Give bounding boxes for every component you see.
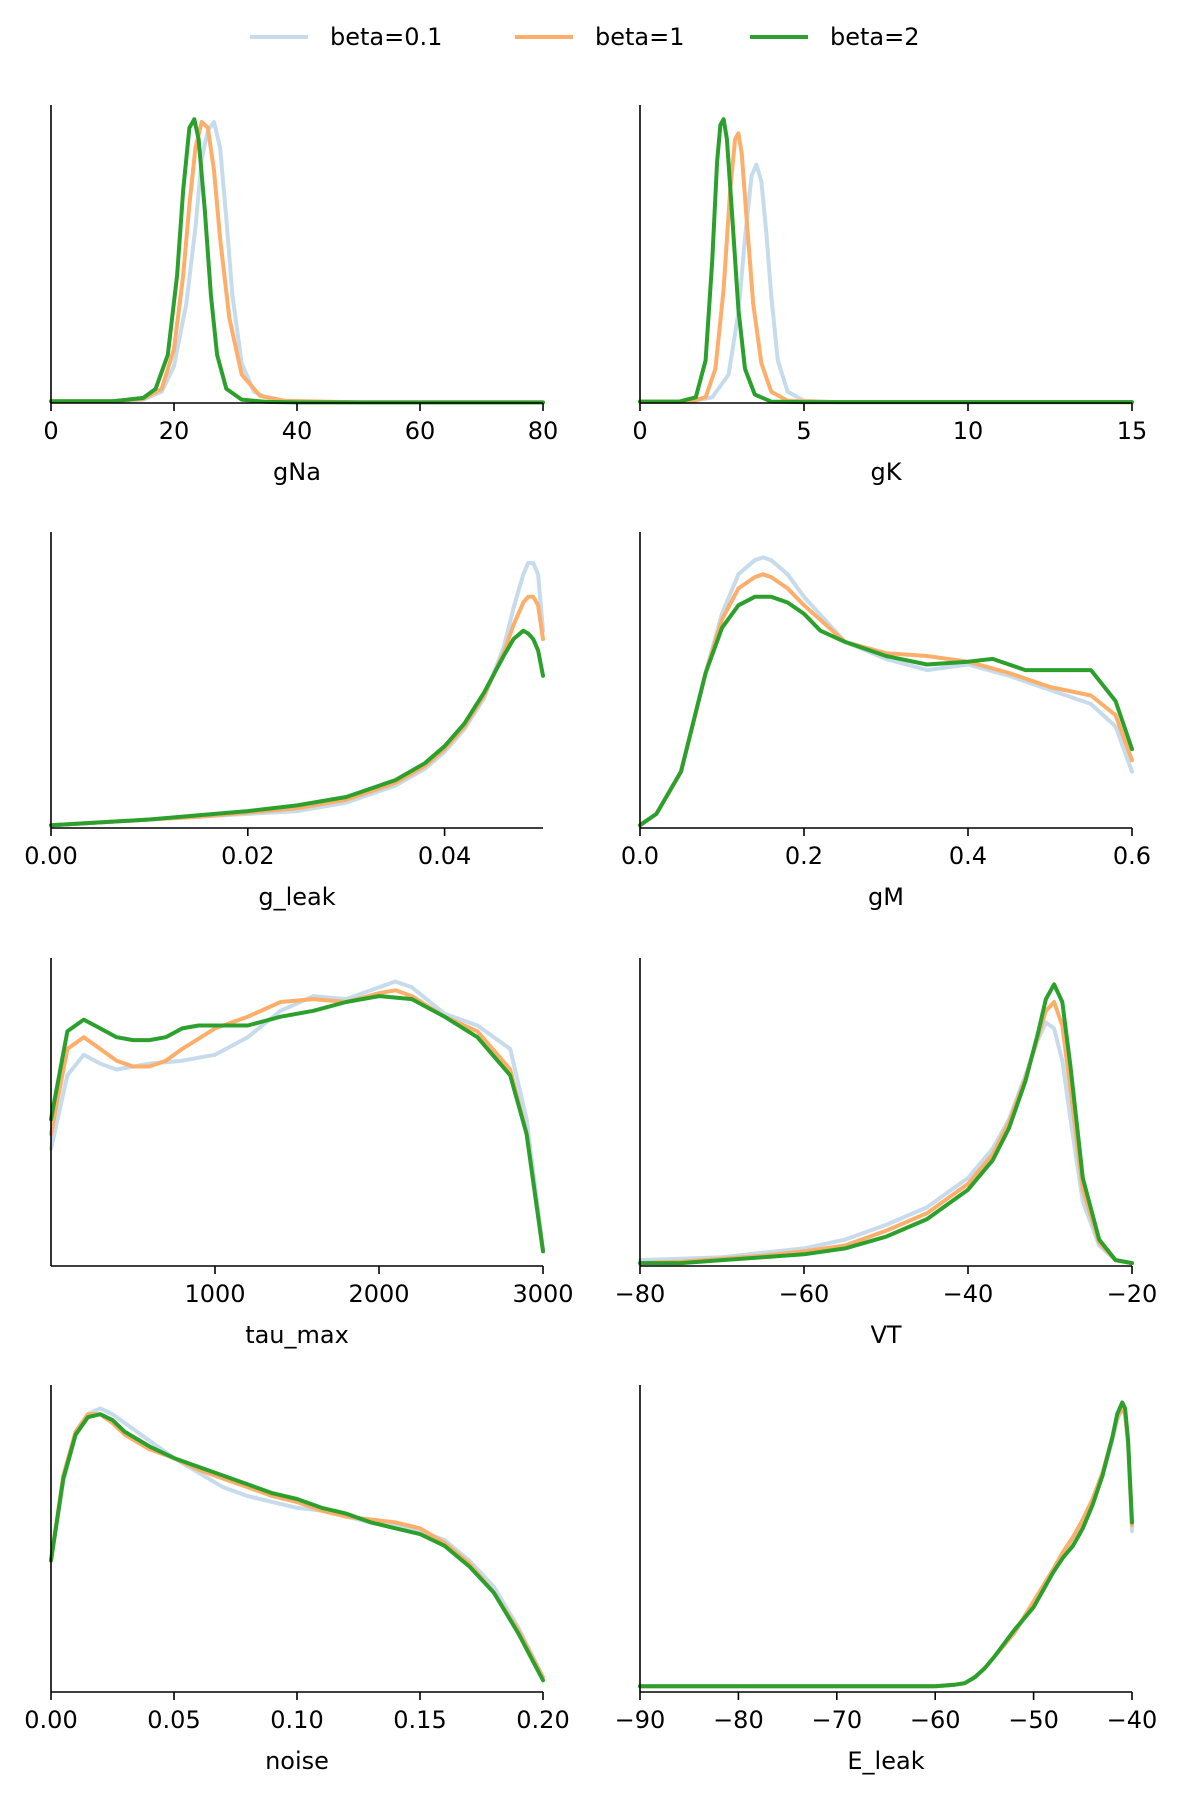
series-line-beta-0-1 <box>638 1406 1134 1689</box>
series-line-beta-2 <box>638 982 1134 1266</box>
x-tick-label: 0.04 <box>418 842 471 870</box>
x-tick-label: 0.0 <box>621 842 659 870</box>
x-tick-label: 10 <box>953 417 984 445</box>
series-line-beta-0-1 <box>638 162 1134 405</box>
x-tick-label: −80 <box>615 1280 666 1308</box>
x-tick-label: −60 <box>910 1706 961 1734</box>
x-tick-label: 0.10 <box>270 1706 323 1734</box>
x-tick-label: 80 <box>528 417 559 445</box>
series-line-beta-2 <box>638 1400 1134 1689</box>
x-axis-label: g_leak <box>258 883 335 911</box>
x-tick-label: 40 <box>282 417 313 445</box>
panel-tau-max: 1000 2000 3000 tau_max <box>49 958 574 1349</box>
x-tick-label: 20 <box>159 417 190 445</box>
x-tick-label: 0 <box>632 417 647 445</box>
series-line-beta-2 <box>638 594 1134 828</box>
panel-gm: 0.0 0.2 0.4 0.6 gM <box>621 532 1151 911</box>
series-line-beta-0-1 <box>638 1020 1134 1266</box>
x-tick-label: −50 <box>1008 1706 1059 1734</box>
x-tick-label: 0.05 <box>147 1706 200 1734</box>
panel-gk: 0 5 10 15 gK <box>632 105 1147 486</box>
panel-e-leak: −90 −80 −70 −60 −50 −40 E_leak <box>615 1385 1158 1775</box>
legend-label-beta-0-1: beta=0.1 <box>330 23 442 51</box>
x-tick-label: 15 <box>1117 417 1148 445</box>
x-tick-label: 0.4 <box>949 842 987 870</box>
x-tick-label: 3000 <box>512 1280 573 1308</box>
series-line-beta-1 <box>49 988 545 1254</box>
x-axis-label: VT <box>870 1321 901 1349</box>
x-axis-label: gM <box>868 883 904 911</box>
series-line-beta-1 <box>49 1412 545 1680</box>
panel-noise: 0.00 0.05 0.10 0.15 0.20 noise <box>24 1385 570 1775</box>
series-line-beta-1 <box>638 131 1134 405</box>
x-tick-label: −60 <box>779 1280 830 1308</box>
series-line-beta-1 <box>49 120 545 405</box>
series-line-beta-2 <box>49 994 545 1254</box>
x-tick-label: −40 <box>943 1280 994 1308</box>
series-line-beta-1 <box>638 1406 1134 1689</box>
x-axis-label: gK <box>871 458 903 486</box>
series-line-beta-2 <box>49 1412 545 1683</box>
legend: beta=0.1 beta=1 beta=2 <box>250 23 920 51</box>
x-tick-label: −40 <box>1107 1706 1158 1734</box>
series-line-beta-0-1 <box>49 1406 545 1680</box>
x-axis-label: gNa <box>273 458 321 486</box>
series-line-beta-2 <box>638 117 1134 405</box>
series-line-beta-2 <box>49 628 545 828</box>
x-tick-label: 5 <box>796 417 811 445</box>
x-tick-label: 0.20 <box>516 1706 569 1734</box>
x-tick-label: 1000 <box>184 1280 245 1308</box>
series-line-beta-0-1 <box>49 979 545 1251</box>
x-tick-label: 0.00 <box>24 842 77 870</box>
x-tick-label: −80 <box>713 1706 764 1734</box>
legend-label-beta-2: beta=2 <box>830 23 920 51</box>
x-tick-label: −70 <box>811 1706 862 1734</box>
x-tick-label: 60 <box>405 417 436 445</box>
x-axis-label: noise <box>265 1747 329 1775</box>
series-line-beta-2 <box>49 117 545 405</box>
x-tick-label: 0.2 <box>785 842 823 870</box>
x-tick-label: −20 <box>1107 1280 1158 1308</box>
x-tick-label: 0.15 <box>393 1706 446 1734</box>
legend-label-beta-1: beta=1 <box>595 23 685 51</box>
panel-vt: −80 −60 −40 −20 VT <box>615 958 1158 1349</box>
panel-g-leak: 0.00 0.02 0.04 g_leak <box>24 532 545 911</box>
series-line-beta-0-1 <box>638 555 1134 828</box>
series-line-beta-0-1 <box>49 120 545 405</box>
panel-gna: 0 20 40 60 80 gNa <box>43 105 558 486</box>
x-tick-label: 0.6 <box>1113 842 1151 870</box>
x-axis-label: tau_max <box>245 1321 349 1349</box>
series-line-beta-0-1 <box>49 561 545 828</box>
x-tick-label: 0.00 <box>24 1706 77 1734</box>
x-tick-label: 0.02 <box>221 842 274 870</box>
series-line-beta-1 <box>49 594 545 828</box>
x-tick-label: −90 <box>615 1706 666 1734</box>
x-axis-label: E_leak <box>847 1747 924 1775</box>
x-tick-label: 0 <box>43 417 58 445</box>
series-line-beta-1 <box>638 572 1134 828</box>
x-tick-label: 2000 <box>348 1280 409 1308</box>
